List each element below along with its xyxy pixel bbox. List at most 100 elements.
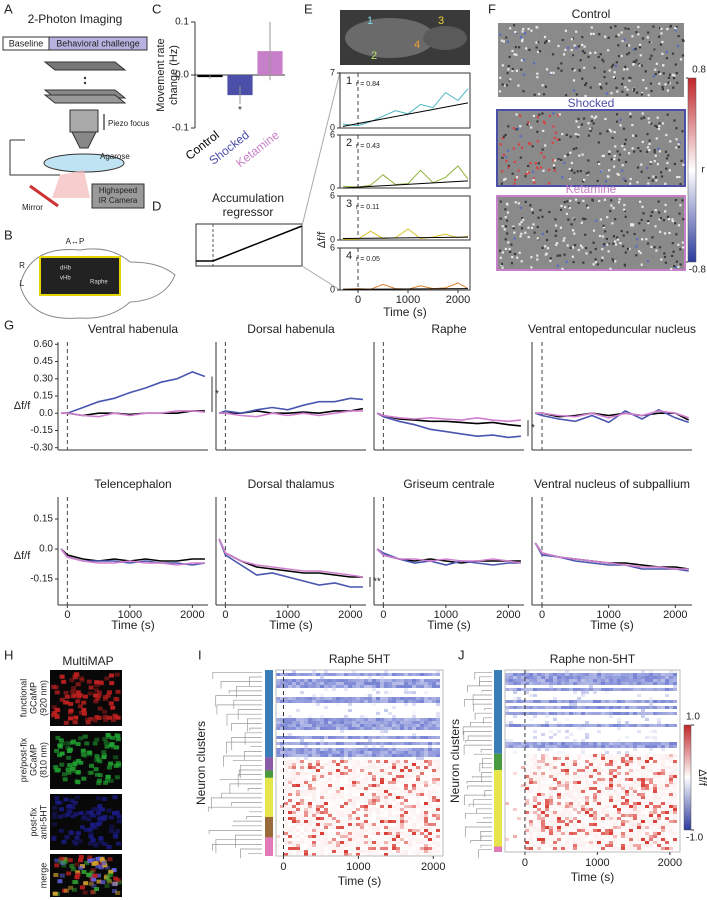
heat-cell [344, 748, 348, 751]
heat-cell [336, 802, 340, 805]
heat-cell [585, 814, 589, 817]
heat-cell [312, 670, 316, 673]
speckle-dot [646, 150, 649, 153]
heat-cell [296, 727, 300, 730]
speckle-dot [675, 260, 678, 263]
heat-cell [565, 799, 569, 802]
heat-cell [424, 691, 428, 694]
heat-cell [609, 757, 613, 760]
heat-cell [304, 745, 308, 748]
heat-cell [665, 712, 669, 715]
heat-cell [553, 766, 557, 769]
speckle-dot [646, 166, 649, 170]
heat-cell [581, 781, 585, 784]
series-line [342, 236, 469, 239]
heat-cell [581, 739, 585, 742]
speckle-dot [622, 245, 625, 248]
speckle-dot [91, 883, 97, 888]
heat-cell [304, 757, 308, 760]
heat-cell [432, 790, 436, 793]
heat-cell [352, 700, 356, 703]
heat-cell [541, 772, 545, 775]
heat-cell [372, 682, 376, 685]
heat-cell [585, 757, 589, 760]
heat-cell [364, 694, 368, 697]
heat-cell [356, 682, 360, 685]
heat-cell [561, 793, 565, 796]
heat-cell [312, 772, 316, 775]
heat-cell [569, 817, 573, 820]
speckle-dot [615, 113, 619, 116]
speckle-dot [521, 30, 524, 33]
speckle-dot [607, 36, 610, 39]
heat-cell [292, 814, 296, 817]
heat-cell [529, 694, 533, 697]
heat-cell [424, 679, 428, 682]
chart-title: Dorsal thalamus [248, 477, 335, 491]
heat-cell [581, 748, 585, 751]
heat-cell [288, 850, 292, 853]
heat-cell [312, 703, 316, 706]
heat-cell [613, 778, 617, 781]
heat-cell [372, 754, 376, 757]
heat-cell [384, 802, 388, 805]
speckle-dot [633, 232, 636, 236]
heat-cell [316, 772, 320, 775]
heat-cell [300, 826, 304, 829]
h-row-label: (920 nm) [38, 680, 48, 716]
heat-cell [585, 790, 589, 793]
y-tick-label: 0 [330, 284, 335, 294]
heat-cell [416, 808, 420, 811]
heat-cell [649, 760, 653, 763]
heat-cell [509, 673, 513, 676]
speckle-dot [78, 855, 84, 859]
heat-cell [328, 727, 332, 730]
heat-cell [408, 736, 412, 739]
heat-cell [553, 778, 557, 781]
heat-cell [617, 760, 621, 763]
speckle-dot [507, 241, 510, 244]
heat-cell [400, 826, 404, 829]
speckle-dot [93, 843, 99, 848]
heat-cell [424, 760, 428, 763]
heat-cell [549, 781, 553, 784]
heat-cell [332, 742, 336, 745]
heat-cell [372, 721, 376, 724]
chart-title: Telencephalon [94, 477, 171, 491]
heat-cell [505, 721, 509, 724]
heat-cell [360, 835, 364, 838]
heat-cell [561, 784, 565, 787]
heat-cell [581, 790, 585, 793]
heat-cell [597, 781, 601, 784]
speckle-dot [505, 36, 508, 39]
heat-cell [320, 679, 324, 682]
speckle-dot [518, 251, 521, 254]
heat-cell [565, 718, 569, 721]
heat-cell [553, 802, 557, 805]
heat-cell [348, 787, 352, 790]
speckle-dot [519, 206, 523, 210]
heat-cell [288, 811, 292, 814]
heat-cell [400, 742, 404, 745]
heat-cell [364, 811, 368, 814]
speckle-dot [501, 170, 504, 173]
heat-cell [424, 718, 428, 721]
speckle-dot [82, 734, 88, 739]
heat-cell [633, 811, 637, 814]
heat-cell [673, 769, 677, 772]
heat-cell [593, 787, 597, 790]
heat-cell [432, 736, 436, 739]
speckle-dot [514, 46, 517, 49]
speckle-dot [88, 716, 94, 721]
heat-cell [436, 715, 440, 718]
heat-cell [392, 715, 396, 718]
heat-cell [537, 814, 541, 817]
speckle-dot [669, 25, 672, 28]
heat-cell [593, 817, 597, 820]
heat-cell [565, 826, 569, 829]
heat-cell [613, 766, 617, 769]
speckle-dot [505, 159, 508, 162]
heat-cell [541, 688, 545, 691]
heat-cell [380, 742, 384, 745]
heat-cell [420, 838, 424, 841]
